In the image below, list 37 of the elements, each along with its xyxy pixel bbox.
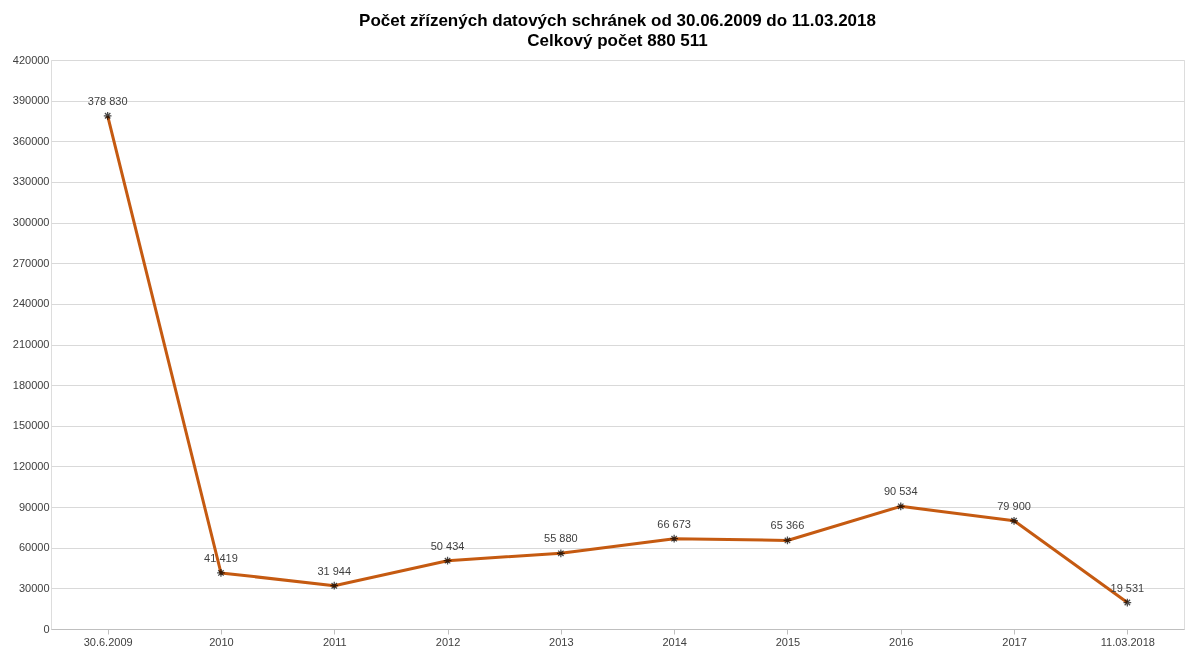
data-label: 79 900 bbox=[997, 499, 1031, 512]
data-label: 50 434 bbox=[430, 539, 465, 552]
data-label: 41 419 bbox=[204, 551, 238, 564]
x-tick-label: 2010 bbox=[209, 635, 234, 648]
y-tick-label: 300000 bbox=[12, 216, 50, 229]
y-tick-label: 120000 bbox=[12, 459, 50, 472]
data-label: 31 944 bbox=[317, 564, 352, 577]
y-tick-label: 60000 bbox=[18, 541, 50, 554]
data-label: 90 534 bbox=[883, 485, 918, 498]
y-tick-label: 270000 bbox=[12, 256, 50, 269]
x-tick-label: 2016 bbox=[889, 635, 914, 648]
chart-title: Počet zřízených datových schránek od 30.06.2009 do 11.03.2018 bbox=[359, 11, 876, 30]
y-tick-label: 180000 bbox=[12, 378, 50, 391]
x-tick-label: 2012 bbox=[435, 635, 461, 648]
y-tick-label: 0 bbox=[43, 622, 50, 635]
y-tick-label: 150000 bbox=[12, 419, 50, 432]
y-tick-label: 420000 bbox=[12, 53, 50, 66]
x-tick-label: 2014 bbox=[662, 635, 687, 648]
y-tick-label: 390000 bbox=[12, 94, 50, 107]
x-tick-label: 11.03.2018 bbox=[1100, 635, 1155, 648]
x-tick-label: 2013 bbox=[549, 635, 574, 648]
y-tick-label: 360000 bbox=[12, 134, 50, 147]
y-tick-label: 90000 bbox=[18, 500, 50, 513]
data-label: 65 366 bbox=[770, 519, 805, 532]
data-label: 66 673 bbox=[657, 517, 691, 530]
y-tick-label: 210000 bbox=[12, 338, 50, 350]
y-tick-label: 330000 bbox=[12, 175, 50, 188]
y-tick-label: 30000 bbox=[18, 581, 50, 594]
data-label: 19 531 bbox=[1110, 581, 1145, 594]
x-tick-label: 30.6.2009 bbox=[83, 635, 133, 648]
x-tick-label: 2011 bbox=[322, 635, 347, 648]
x-tick-label: 2015 bbox=[775, 635, 801, 648]
x-tick-label: 2017 bbox=[1002, 635, 1027, 648]
data-label: 55 880 bbox=[544, 532, 578, 545]
chart-subtitle: Celkový počet 880 511 bbox=[527, 31, 708, 50]
data-label: 378 830 bbox=[87, 94, 128, 107]
y-tick-label: 240000 bbox=[12, 297, 50, 310]
